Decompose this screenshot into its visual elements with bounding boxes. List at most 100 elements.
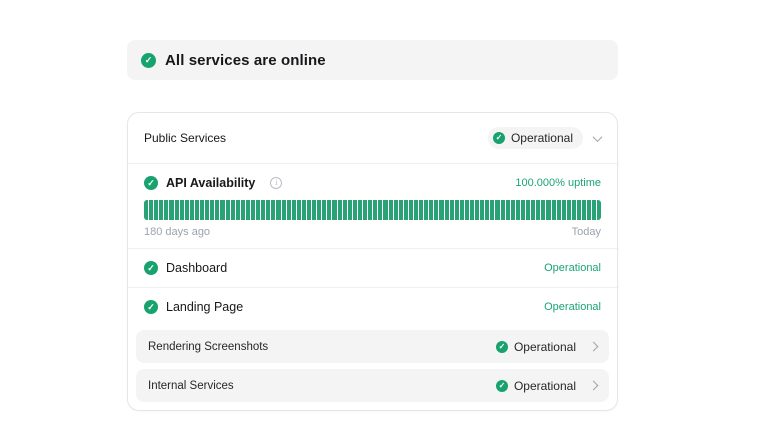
chevron-right-icon[interactable] (588, 380, 599, 391)
uptime-bar (342, 200, 347, 220)
uptime-bar (475, 200, 480, 220)
group-status-label: Operational (513, 378, 576, 393)
uptime-bar (490, 200, 495, 220)
uptime-bar (235, 200, 240, 220)
uptime-bar (230, 200, 235, 220)
check-circle-icon (144, 300, 158, 314)
group-name: Internal Services (148, 379, 234, 392)
uptime-bar (571, 200, 576, 220)
uptime-bar (526, 200, 531, 220)
service-left: Landing Page (144, 300, 243, 314)
service-status: Operational (544, 301, 601, 313)
uptime-bar (587, 200, 592, 220)
uptime-bar (159, 200, 164, 220)
uptime-bar (383, 200, 388, 220)
uptime-bar (592, 200, 597, 220)
uptime-bar (301, 200, 306, 220)
uptime-bar (281, 200, 286, 220)
uptime-bar (240, 200, 245, 220)
service-row-dashboard: Dashboard Operational (128, 249, 617, 288)
uptime-bar (312, 200, 317, 220)
overall-status-banner: All services are online (127, 40, 618, 80)
chevron-down-icon[interactable] (592, 131, 603, 142)
uptime-bar (459, 200, 464, 220)
uptime-bars[interactable] (144, 200, 601, 220)
service-left: Dashboard (144, 261, 227, 275)
group-row-internal-services[interactable]: Internal Services Operational (136, 369, 609, 402)
uptime-bar (576, 200, 582, 220)
check-circle-icon (495, 340, 508, 353)
uptime-bar (566, 200, 571, 220)
uptime-bar (225, 200, 230, 220)
uptime-bar (164, 200, 169, 220)
status-badge-label: Operational (510, 131, 573, 145)
uptime-bar (286, 200, 291, 220)
group-row-rendering-screenshots[interactable]: Rendering Screenshots Operational (136, 330, 609, 363)
uptime-bar (398, 200, 403, 220)
uptime-bar (363, 200, 368, 220)
uptime-bar (200, 200, 205, 220)
uptime-bar (500, 200, 505, 220)
uptime-bar (495, 200, 500, 220)
services-card: Public Services Operational API Availabi… (127, 112, 618, 411)
uptime-bar (531, 200, 536, 220)
uptime-bar (327, 200, 332, 220)
uptime-bar (174, 200, 179, 220)
uptime-bar (378, 200, 383, 220)
uptime-bar (256, 200, 261, 220)
uptime-bar (393, 200, 398, 220)
uptime-bar (403, 200, 408, 220)
uptime-percentage: 100.000% uptime (515, 177, 601, 189)
uptime-bar (439, 200, 444, 220)
check-circle-icon (141, 52, 156, 68)
uptime-bar (291, 200, 296, 220)
uptime-bar (245, 200, 250, 220)
uptime-bar (551, 200, 556, 220)
monitor-name: API Availability (166, 176, 256, 190)
uptime-bar (347, 200, 352, 220)
uptime-bar (357, 200, 363, 220)
uptime-bar (464, 200, 469, 220)
monitor-title-wrap: API Availability (144, 176, 283, 190)
status-badge: Operational (487, 127, 583, 149)
uptime-bar (408, 200, 413, 220)
uptime-bar (424, 200, 429, 220)
service-status: Operational (544, 262, 601, 274)
check-circle-icon (492, 132, 505, 144)
uptime-bar (373, 200, 378, 220)
uptime-bar (444, 200, 449, 220)
uptime-bar (597, 200, 601, 220)
chevron-right-icon[interactable] (588, 341, 599, 352)
uptime-bar (413, 200, 419, 220)
status-page: All services are online Public Services … (0, 40, 768, 433)
group-name: Rendering Screenshots (148, 340, 269, 353)
uptime-bar (515, 200, 520, 220)
service-name: Dashboard (166, 261, 228, 275)
group-status: Operational (495, 378, 576, 393)
uptime-bar (332, 200, 337, 220)
uptime-bar (322, 200, 327, 220)
uptime-bar (184, 200, 189, 220)
uptime-bar (434, 200, 439, 220)
group-right: Operational (495, 378, 599, 393)
uptime-bar (179, 200, 184, 220)
uptime-bar (220, 200, 225, 220)
uptime-bar (536, 200, 541, 220)
uptime-bar (480, 200, 485, 220)
collapsed-groups: Rendering Screenshots Operational Intern… (128, 326, 617, 410)
uptime-bar (154, 200, 159, 220)
uptime-bar (205, 200, 210, 220)
api-availability-monitor: API Availability 100.000% uptime 180 day… (128, 164, 617, 249)
uptime-bar (546, 200, 551, 220)
check-circle-icon (495, 379, 508, 392)
info-icon[interactable] (270, 177, 283, 189)
uptime-bar (520, 200, 526, 220)
monitor-header: API Availability 100.000% uptime (144, 172, 601, 194)
uptime-bar (419, 200, 424, 220)
uptime-bar (470, 200, 475, 220)
public-services-header[interactable]: Public Services Operational (128, 113, 617, 164)
uptime-bar (505, 200, 510, 220)
content-column: All services are online Public Services … (127, 40, 618, 411)
uptime-bar (307, 200, 312, 220)
uptime-bar (276, 200, 281, 220)
